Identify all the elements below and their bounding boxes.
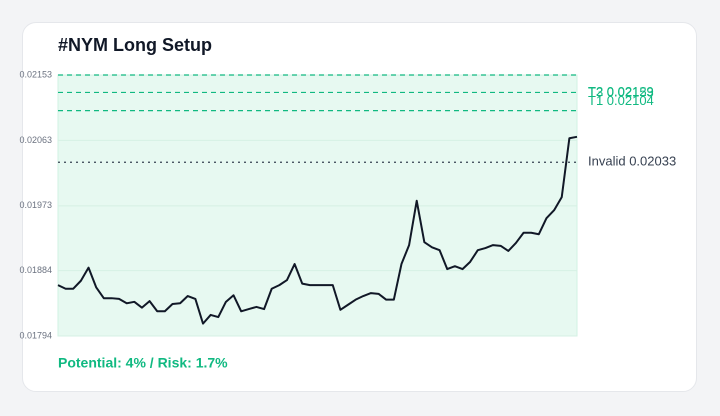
y-tick-label: 0.02153: [19, 69, 52, 79]
y-tick-label: 0.01973: [19, 200, 52, 210]
level-label: T1 0.02104: [588, 93, 654, 108]
y-tick-label: 0.02063: [19, 135, 52, 145]
level-label: T3 0.02153: [588, 84, 654, 99]
level-label: T2 0.02129: [588, 84, 654, 99]
price-line: [57, 135, 578, 325]
y-tick-label: 0.01884: [19, 265, 52, 275]
footer-summary: Potential: 4% / Risk: 1.7%: [58, 355, 228, 371]
chart-title: #NYM Long Setup: [58, 35, 212, 55]
y-tick-label: 0.01794: [19, 330, 52, 340]
level-label: Invalid 0.02033: [588, 154, 676, 169]
